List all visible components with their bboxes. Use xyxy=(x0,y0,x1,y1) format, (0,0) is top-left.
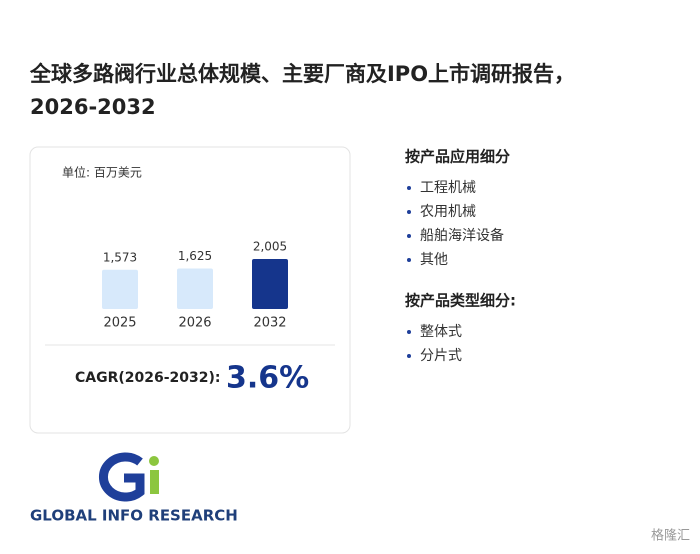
bullet xyxy=(407,234,411,238)
logo-i xyxy=(150,470,159,494)
logo-dot xyxy=(149,456,159,466)
category-label: 2026 xyxy=(178,316,211,331)
unit-label: 单位: 百万美元 xyxy=(62,165,142,180)
value-label: 1,573 xyxy=(103,250,137,264)
segment-item: 其他 xyxy=(420,252,448,268)
bar xyxy=(102,269,138,309)
segment-item: 工程机械 xyxy=(420,180,476,196)
bullet xyxy=(407,258,411,262)
value-label: 1,625 xyxy=(178,249,212,263)
bullet xyxy=(407,330,411,334)
bullet xyxy=(407,354,411,358)
cagr-value: 3.6% xyxy=(226,361,309,396)
segment-title: 按产品应用细分 xyxy=(405,148,510,166)
bar xyxy=(177,268,213,309)
value-label: 2,005 xyxy=(253,240,287,254)
logo xyxy=(98,452,159,502)
segment-item: 分片式 xyxy=(420,348,462,364)
category-label: 2032 xyxy=(253,316,286,331)
category-label: 2025 xyxy=(103,316,136,331)
bullet xyxy=(407,210,411,214)
segment-item: 农用机械 xyxy=(420,204,476,220)
title-line: 2026-2032 xyxy=(30,95,156,119)
bar xyxy=(252,259,288,309)
watermark: 格隆汇 xyxy=(651,528,690,544)
segment-item: 船舶海洋设备 xyxy=(420,227,504,244)
logo-text: GLOBAL INFO RESEARCH xyxy=(30,507,238,525)
title-line: 全球多路阀行业总体规模、主要厂商及IPO上市调研报告， xyxy=(29,62,575,86)
logo-g xyxy=(98,452,145,502)
bullet xyxy=(407,186,411,190)
segment-item: 整体式 xyxy=(420,324,462,340)
segment-title: 按产品类型细分: xyxy=(405,292,516,310)
cagr-label: CAGR(2026-2032): xyxy=(75,370,221,386)
